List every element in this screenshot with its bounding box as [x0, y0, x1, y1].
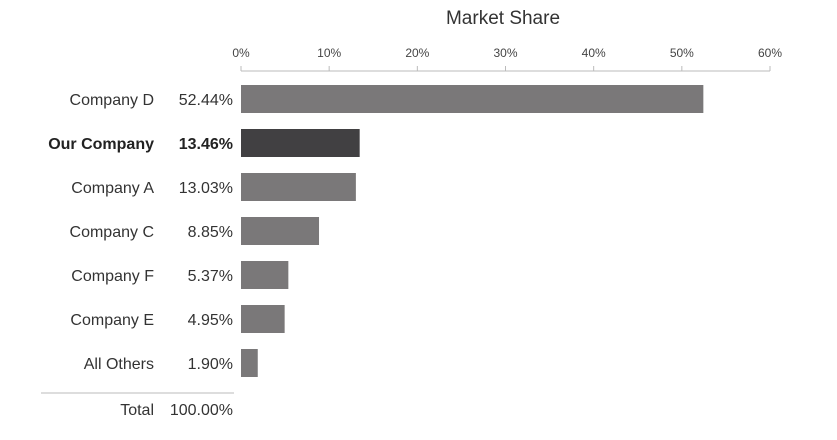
- category-label: All Others: [84, 356, 154, 373]
- category-label: Our Company: [48, 136, 154, 153]
- value-label: 5.37%: [188, 268, 233, 285]
- x-tick-label: 50%: [670, 46, 694, 60]
- value-label: 1.90%: [188, 356, 233, 373]
- category-label: Company A: [71, 180, 154, 197]
- x-tick-label: 60%: [758, 46, 782, 60]
- x-axis: 0% 10% 20% 30% 40% 50% 60%: [232, 46, 782, 72]
- category-label: Company D: [70, 92, 154, 109]
- chart-title: Market Share: [446, 8, 560, 29]
- bar: [241, 217, 320, 245]
- bar: [241, 305, 285, 333]
- category-label: Company F: [71, 268, 154, 285]
- bars: [241, 85, 704, 377]
- total-label: Total: [120, 402, 154, 419]
- total-value: 100.00%: [170, 402, 233, 419]
- x-tick-label: 10%: [317, 46, 341, 60]
- value-label: 13.46%: [179, 136, 233, 153]
- bar: [241, 173, 356, 201]
- x-tick-label: 30%: [493, 46, 517, 60]
- category-labels: Company D 52.44% Our Company 13.46% Company …: [48, 92, 233, 373]
- x-tick-label: 40%: [582, 46, 606, 60]
- category-label: Company E: [70, 312, 154, 329]
- value-label: 8.85%: [188, 224, 233, 241]
- value-label: 4.95%: [188, 312, 233, 329]
- bar: [241, 349, 258, 377]
- value-label: 13.03%: [179, 180, 233, 197]
- bar: [241, 129, 360, 157]
- bar: [241, 85, 704, 113]
- value-label: 52.44%: [179, 92, 233, 109]
- bar: [241, 261, 289, 289]
- x-tick-label: 20%: [405, 46, 429, 60]
- category-label: Company C: [70, 224, 154, 241]
- x-tick-label: 0%: [232, 46, 250, 60]
